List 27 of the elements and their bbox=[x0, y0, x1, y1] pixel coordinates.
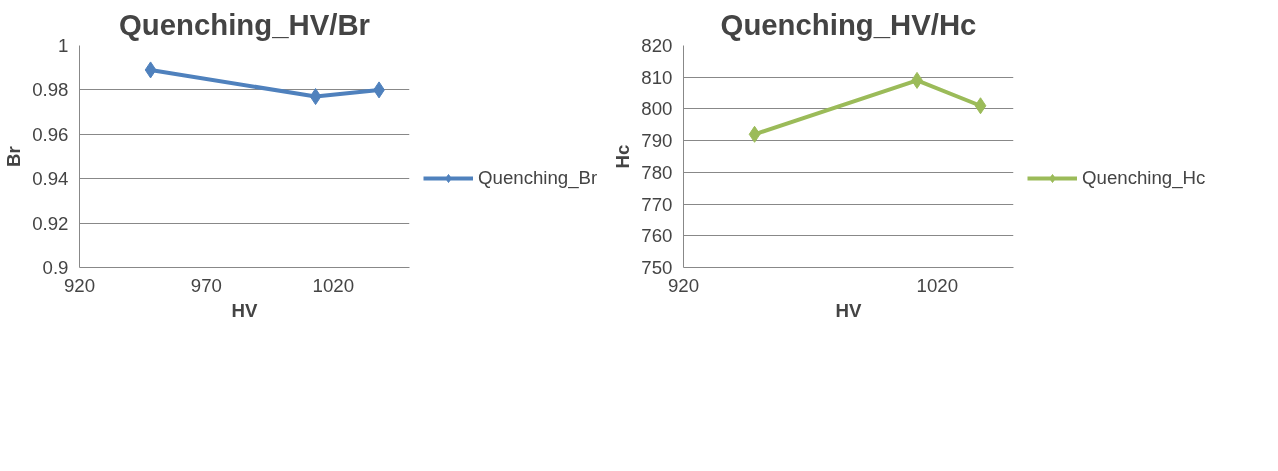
x-tick-label: 1020 bbox=[916, 274, 959, 296]
x-tick-label: 970 bbox=[190, 274, 222, 296]
x-tick-label: 1020 bbox=[312, 274, 355, 296]
point bbox=[748, 125, 761, 143]
point bbox=[144, 61, 157, 79]
y-tick-label: 770 bbox=[641, 193, 673, 215]
y-tick-label: 0.98 bbox=[32, 79, 69, 101]
x-axis-title: HV bbox=[231, 299, 259, 321]
y-tick-label: 820 bbox=[641, 35, 673, 56]
y-tick-label: 810 bbox=[641, 66, 673, 88]
y-tick-label: 790 bbox=[641, 130, 673, 152]
y-axis-title: Hc bbox=[612, 144, 634, 169]
chart-title: Quenching_HV/Hc bbox=[720, 7, 977, 41]
legend-label: Quenching_Br bbox=[478, 166, 598, 189]
y-axis-title: Br bbox=[3, 146, 25, 167]
y-tick-label: 800 bbox=[641, 98, 673, 120]
x-axis-title: HV bbox=[835, 299, 863, 321]
y-tick-label: 760 bbox=[641, 225, 673, 247]
y-tick-label: 780 bbox=[641, 161, 673, 183]
y-tick-label: 0.96 bbox=[32, 123, 69, 145]
y-tick-label: 0.92 bbox=[32, 212, 69, 234]
y-tick-label: 0.94 bbox=[32, 168, 69, 190]
y-tick-label: 1 bbox=[58, 35, 69, 56]
legend-label: Quenching_Hc bbox=[1082, 166, 1206, 189]
point bbox=[309, 88, 322, 106]
point bbox=[974, 97, 987, 115]
chart-title: Quenching_HV/Br bbox=[119, 7, 370, 41]
